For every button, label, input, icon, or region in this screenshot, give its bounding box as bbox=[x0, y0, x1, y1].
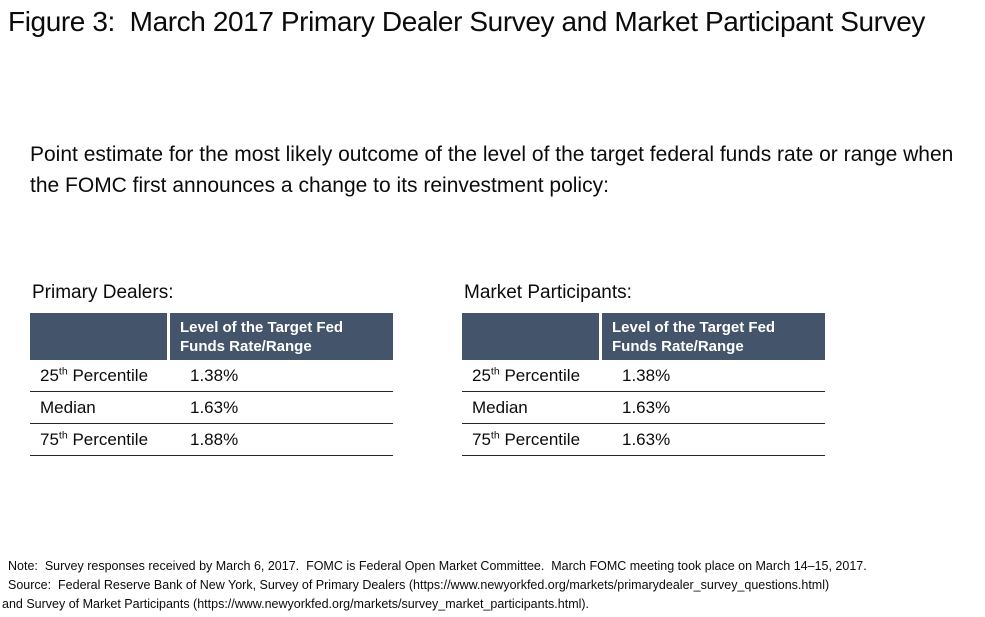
row-label-text: Median bbox=[40, 397, 96, 417]
figure-title: Figure 3: March 2017 Primary Dealer Surv… bbox=[8, 6, 925, 37]
table-row: Median 1.63% bbox=[30, 392, 393, 424]
row-label-ordinal: th bbox=[490, 364, 500, 377]
row-value: 1.88% bbox=[190, 429, 239, 449]
row-label: 25th Percentile bbox=[462, 366, 609, 386]
row-label-rest: Percentile bbox=[499, 429, 581, 449]
table-row: 75th Percentile 1.88% bbox=[30, 424, 393, 456]
row-label-text: 25 bbox=[472, 365, 491, 385]
tables-region: Primary Dealers: Level of the Target Fed… bbox=[30, 282, 825, 456]
row-label-rest: Percentile bbox=[499, 365, 581, 385]
row-value: 1.63% bbox=[190, 397, 239, 417]
header-value-cell: Level of the Target Fed Funds Rate/Range bbox=[170, 313, 393, 360]
row-label-text: 25 bbox=[40, 365, 59, 385]
market-participants-table: Market Participants: Level of the Target… bbox=[462, 282, 825, 456]
row-label: 25th Percentile bbox=[30, 366, 177, 386]
row-label-ordinal: th bbox=[490, 428, 500, 441]
header-empty-cell bbox=[462, 313, 599, 360]
header-value-cell: Level of the Target Fed Funds Rate/Range bbox=[602, 313, 825, 360]
table-header-row: Level of the Target Fed Funds Rate/Range bbox=[30, 313, 393, 360]
row-label-text: Median bbox=[472, 397, 528, 417]
market-participants-caption: Market Participants: bbox=[464, 282, 632, 303]
row-value: 1.63% bbox=[622, 429, 671, 449]
table-row: 75th Percentile 1.63% bbox=[462, 424, 825, 456]
table-row: 25th Percentile 1.38% bbox=[30, 360, 393, 392]
table-row: 25th Percentile 1.38% bbox=[462, 360, 825, 392]
note-line: Note: Survey responses received by March… bbox=[8, 559, 867, 573]
row-label-text: 75 bbox=[40, 429, 59, 449]
source-line-2: and Survey of Market Participants (https… bbox=[2, 597, 590, 611]
table-header-row: Level of the Target Fed Funds Rate/Range bbox=[462, 313, 825, 360]
source-line-1: Source: Federal Reserve Bank of New York… bbox=[8, 578, 830, 592]
row-label-rest: Percentile bbox=[67, 429, 149, 449]
row-label-text: 75 bbox=[472, 429, 491, 449]
survey-question-text: Point estimate for the most likely outco… bbox=[30, 143, 960, 197]
primary-dealers-caption: Primary Dealers: bbox=[32, 282, 174, 303]
row-label-ordinal: th bbox=[58, 428, 68, 441]
footnotes: Note: Survey responses received by March… bbox=[2, 557, 980, 614]
header-empty-cell bbox=[30, 313, 167, 360]
row-value: 1.38% bbox=[190, 365, 239, 385]
row-label: Median bbox=[30, 398, 177, 418]
row-label: Median bbox=[462, 398, 609, 418]
row-label-rest: Percentile bbox=[67, 365, 149, 385]
table-row: Median 1.63% bbox=[462, 392, 825, 424]
row-label-ordinal: th bbox=[58, 364, 68, 377]
row-label: 75th Percentile bbox=[462, 430, 609, 450]
row-value: 1.38% bbox=[622, 365, 671, 385]
row-value: 1.63% bbox=[622, 397, 671, 417]
row-label: 75th Percentile bbox=[30, 430, 177, 450]
primary-dealers-table: Primary Dealers: Level of the Target Fed… bbox=[30, 282, 393, 456]
